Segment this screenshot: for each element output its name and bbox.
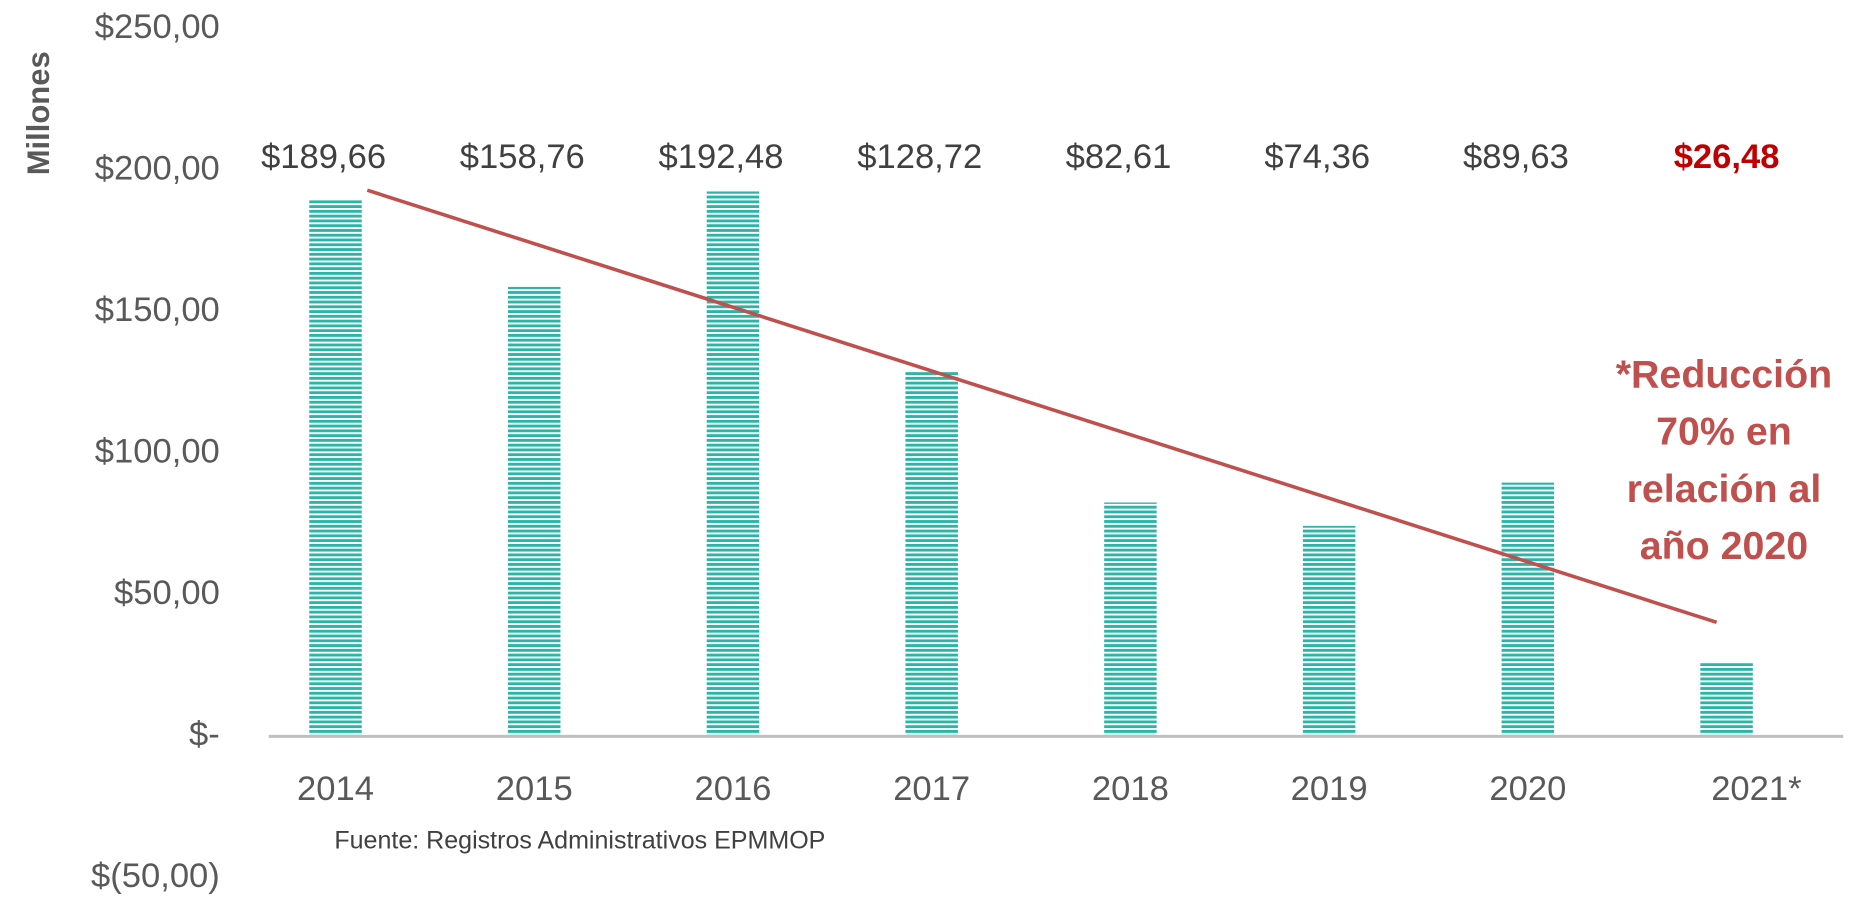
- annotation: 70% en: [1656, 410, 1792, 454]
- y-axis-title: Millones: [21, 51, 56, 175]
- source-note: Fuente: Registros Administrativos EPMMOP: [334, 827, 825, 855]
- bar: [507, 286, 561, 737]
- value-label: $89,63: [1463, 138, 1569, 176]
- value-label: $82,61: [1066, 138, 1172, 176]
- x-tick-label: 2020: [1489, 770, 1566, 808]
- value-label: $158,76: [460, 138, 585, 176]
- bar: [905, 371, 958, 737]
- bar: [1302, 525, 1356, 737]
- annotation: *Reducción: [1616, 352, 1833, 396]
- bar: [706, 191, 760, 737]
- annotation: año 2020: [1640, 524, 1808, 568]
- value-label: $128,72: [857, 138, 982, 176]
- x-tick-label: 2018: [1092, 770, 1169, 808]
- y-tick-label: $200,00: [95, 149, 220, 187]
- value-label: $189,66: [261, 138, 386, 176]
- y-tick-label: $150,00: [95, 291, 220, 329]
- x-tick-label: 2016: [694, 770, 771, 808]
- x-tick-label: 2017: [893, 770, 970, 808]
- value-label: $74,36: [1264, 138, 1370, 176]
- bar: [1104, 502, 1157, 737]
- x-tick-label: 2019: [1291, 770, 1368, 808]
- y-tick-label: $-: [189, 716, 220, 754]
- y-tick-label: $250,00: [95, 8, 220, 46]
- x-tick-label: 2014: [297, 770, 374, 808]
- y-tick-label: $100,00: [95, 432, 220, 470]
- bar: [1501, 482, 1555, 737]
- value-label: $26,48: [1674, 138, 1780, 176]
- bar: [309, 199, 362, 737]
- y-tick-label: $50,00: [114, 574, 220, 612]
- x-tick-label: 2015: [496, 770, 573, 808]
- annotation: relación al: [1627, 467, 1822, 511]
- x-tick-label: 2021*: [1711, 770, 1801, 808]
- y-tick-label: $(50,00): [91, 857, 220, 895]
- bar: [1700, 661, 1753, 737]
- trendline: [366, 188, 1718, 625]
- value-label: $192,48: [659, 138, 784, 176]
